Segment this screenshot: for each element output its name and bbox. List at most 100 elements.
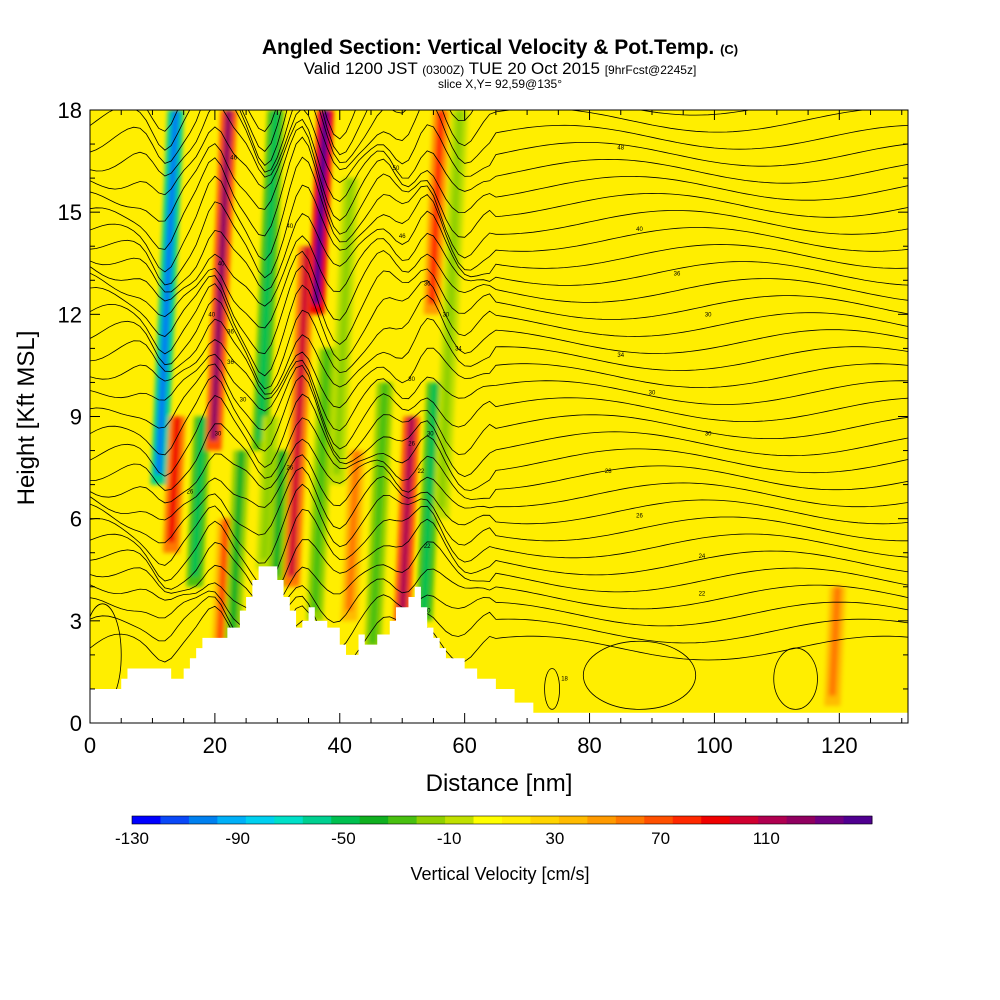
isentrope: [90, 156, 908, 273]
colorbar-swatch: [274, 816, 304, 824]
isentrope: [90, 438, 908, 504]
colorbar-swatch: [245, 816, 275, 824]
title-block: Angled Section: Vertical Velocity & Pot.…: [0, 36, 1000, 90]
isentrope-closed: [773, 647, 818, 710]
pot-temp-label: 30: [443, 312, 450, 318]
velocity-feature: [190, 416, 207, 577]
y-tick-label: 15: [58, 200, 82, 225]
velocity-feature: [828, 586, 842, 696]
isentrope: [90, 136, 908, 250]
velocity-feature: [368, 382, 389, 645]
colorbar-swatch: [473, 816, 503, 824]
x-tick-label: 60: [452, 733, 476, 758]
colorbar-tick-label: 110: [753, 829, 780, 848]
pot-temp-label: 46: [230, 156, 237, 162]
pot-temp-label: 26: [636, 513, 643, 519]
colorbar-swatch: [758, 816, 788, 824]
colorbar-swatch: [729, 816, 759, 824]
pot-temp-label: 36: [227, 360, 234, 366]
isentrope: [90, 505, 908, 588]
x-tick-label: 80: [577, 733, 601, 758]
velocity-feature: [345, 450, 361, 611]
colorbar-swatch: [132, 816, 161, 824]
isentrope: [90, 363, 908, 450]
y-tick-label: 0: [70, 711, 82, 736]
isentrope: [90, 596, 908, 669]
isentrope: [90, 541, 908, 611]
pot-temp-label: 36: [424, 282, 431, 288]
isentrope-closed: [582, 640, 697, 710]
colorbar-tick-label: -50: [331, 829, 356, 848]
colorbar-swatch: [502, 816, 531, 824]
velocity-feature: [311, 348, 331, 611]
velocity-features: [150, 110, 846, 706]
isentrope: [90, 590, 908, 650]
y-tick-label: 6: [70, 507, 82, 532]
pot-temp-label: 30: [649, 391, 656, 397]
velocity-feature: [312, 110, 330, 305]
velocity-feature: [287, 246, 311, 577]
colorbar-swatch: [188, 816, 218, 824]
x-tick-label: 100: [696, 733, 733, 758]
velocity-feature: [228, 450, 246, 645]
velocity-feature: [332, 178, 355, 475]
x-tick-label: 40: [328, 733, 352, 758]
y-tick-label: 12: [58, 302, 82, 327]
colorbar-swatch: [587, 816, 617, 824]
pot-temp-labels: 48 40 36 30 34 30 30 28 26 24 22 50 46 40 46 40 40 36 36 30…: [187, 145, 713, 682]
colorbar-swatch: [615, 816, 645, 824]
isentrope: [90, 393, 908, 478]
velocity-feature: [396, 416, 416, 662]
colorbar-swatch: [416, 816, 446, 824]
colorbar-swatch: [302, 816, 332, 824]
isentrope: [90, 118, 908, 202]
pot-temp-label: 26: [187, 489, 194, 495]
pot-temp-label: 22: [424, 544, 431, 550]
colorbar: -130 -90 -50 -10 30 70 110: [115, 815, 873, 848]
x-axis: 0 20 40 60 80 100 120: [84, 110, 903, 758]
pot-temp-contours: [90, 110, 908, 710]
isentrope: [90, 568, 908, 623]
colorbar-frame: [131, 815, 873, 825]
colorbar-tick-label: -10: [437, 829, 462, 848]
pot-temp-label: 36: [674, 271, 681, 277]
pot-temp-label: 48: [617, 145, 624, 151]
isentrope: [90, 339, 908, 409]
isentrope: [90, 184, 908, 286]
colorbar-swatch: [672, 816, 702, 824]
pot-temp-label: 30: [240, 397, 247, 403]
plot-area: 48 40 36 30 34 30 30 28 26 24 22 50 46 40 46 40 40 36 36 30…: [90, 110, 908, 723]
pot-temp-label: 22: [418, 469, 425, 475]
terrain: [90, 566, 908, 723]
pot-temp-label: 26: [286, 466, 293, 472]
velocity-feature: [209, 110, 233, 441]
isentrope: [90, 232, 908, 307]
isentrope: [90, 417, 908, 491]
pot-temp-label: 26: [408, 442, 415, 448]
isentrope: [90, 374, 908, 460]
velocity-feature: [167, 416, 182, 543]
isentrope: [90, 454, 908, 521]
pot-temp-label: 30: [408, 377, 415, 383]
x-tick-label: 120: [821, 733, 858, 758]
velocity-feature: [428, 110, 445, 305]
colorbar-swatch: [558, 816, 588, 824]
velocity-feature: [437, 110, 464, 509]
colorbar-swatch: [160, 816, 190, 824]
isentrope: [90, 518, 908, 602]
pot-temp-label: 40: [208, 312, 215, 318]
y-tick-label: 3: [70, 609, 82, 634]
isentrope: [90, 483, 908, 566]
colorbar-swatch: [530, 816, 560, 824]
pot-temp-label: 30: [215, 432, 222, 438]
pot-temp-label: 34: [455, 346, 462, 352]
isentrope: [90, 110, 868, 166]
colorbar-swatch: [786, 816, 816, 824]
pot-temp-label: 22: [699, 592, 706, 598]
colorbar-tick-label: -130: [115, 829, 149, 848]
isentrope: [90, 294, 908, 390]
isentrope: [90, 110, 908, 183]
pot-temp-label: 40: [636, 227, 643, 233]
chart-slice: slice X,Y= 92,59@135°: [437, 77, 563, 91]
pot-temp-label: 24: [699, 554, 706, 560]
